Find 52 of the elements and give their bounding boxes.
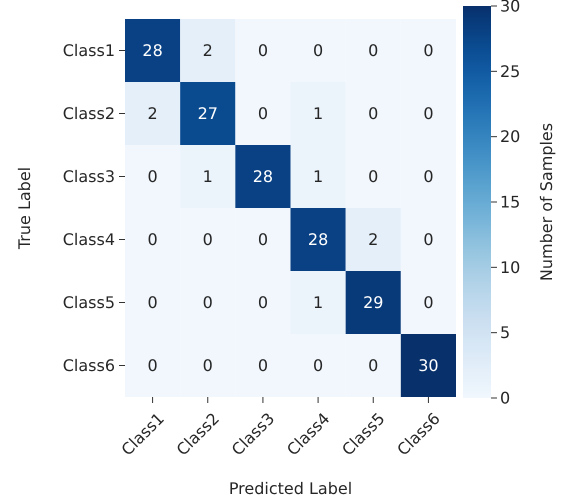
data-label: 2 (147, 104, 158, 123)
color-bar-label: 20 (500, 127, 520, 146)
data-label: 0 (423, 293, 434, 312)
data-label: 0 (202, 356, 213, 375)
data-label: 0 (368, 104, 378, 123)
data-label: 0 (312, 41, 324, 60)
y-tick-label: Class4 (62, 230, 115, 249)
data-label: 0 (258, 41, 268, 60)
data-label: 2 (368, 230, 378, 249)
color-bar-label: 25 (500, 62, 520, 81)
data-label: 1 (202, 167, 213, 186)
y-tick-label: Class6 (62, 356, 115, 375)
color-bar-label: 0 (500, 388, 510, 408)
data-label: 1 (312, 167, 324, 186)
data-label: 27 (198, 104, 218, 123)
data-label: 0 (368, 356, 378, 375)
data-label: 0 (368, 167, 378, 186)
color-bar-label: 30 (500, 0, 520, 16)
y-tick-label: Class3 (62, 167, 115, 186)
data-label: 0 (423, 167, 434, 186)
data-label: 0 (147, 230, 158, 249)
data-label: 0 (258, 356, 268, 375)
data-label: 29 (363, 293, 384, 312)
y-tick-label: Class2 (62, 104, 115, 123)
data-label: 0 (423, 104, 434, 123)
data-label: 1 (312, 104, 324, 123)
data-label: 0 (258, 104, 268, 123)
data-label: 0 (147, 356, 158, 375)
data-label: 28 (142, 41, 163, 60)
color-bar-title: Number of Samples (537, 122, 556, 282)
data-label: 0 (147, 167, 158, 186)
y-tick-label: Class5 (62, 293, 115, 312)
data-label: 28 (308, 230, 328, 249)
data-label: 1 (312, 293, 324, 312)
y-axis-title: True Label (15, 166, 34, 250)
data-label: 0 (258, 293, 268, 312)
data-label: 2 (202, 41, 213, 60)
y-tick-label: Class1 (62, 41, 115, 60)
data-label: 0 (423, 230, 434, 249)
data-label: 0 (202, 293, 213, 312)
data-label: 28 (252, 167, 274, 186)
color-bar-label: 10 (500, 258, 520, 277)
data-label: 0 (258, 230, 268, 249)
color-bar-label: 15 (500, 192, 520, 212)
x-axis-title: Predicted Label (228, 479, 352, 498)
color-bar-label: 5 (500, 323, 510, 342)
data-label: 0 (147, 293, 158, 312)
data-label: 0 (312, 356, 324, 375)
data-label: 0 (423, 41, 434, 60)
data-label: 0 (368, 41, 378, 60)
data-label: 30 (418, 356, 439, 375)
data-label: 0 (202, 230, 213, 249)
